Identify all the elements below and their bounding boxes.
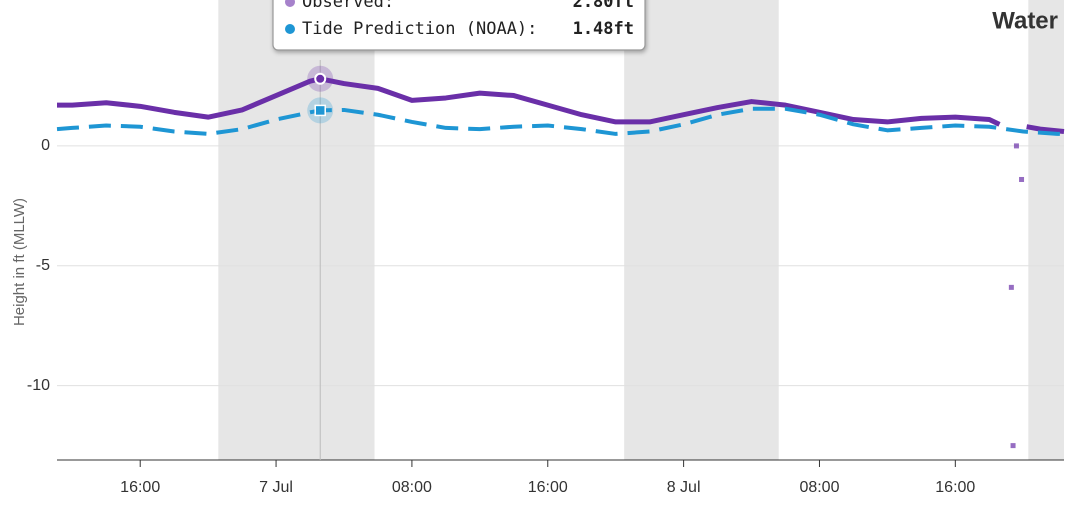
data-point <box>1008 284 1014 290</box>
night-band <box>624 0 779 460</box>
y-axis-label: Height in ft (MLLW) <box>11 198 28 326</box>
data-point <box>1010 443 1016 449</box>
tooltip-box <box>272 0 646 51</box>
y-tick-label: 0 <box>41 137 50 154</box>
legend-label: Observed: <box>302 0 394 12</box>
hover-marker <box>314 104 326 117</box>
night-band <box>218 0 375 460</box>
series-line <box>1026 124 1065 135</box>
data-point <box>1019 176 1025 182</box>
x-tick-label: 7 Jul <box>259 479 293 496</box>
y-tick-label: -10 <box>27 377 50 394</box>
x-tick-label: 16:00 <box>528 479 568 496</box>
x-tick-label: 16:00 <box>935 479 975 496</box>
legend-dot <box>285 0 295 7</box>
y-tick-label: -5 <box>36 257 50 274</box>
x-tick-label: 8 Jul <box>667 479 701 496</box>
data-point <box>1013 143 1019 149</box>
tooltip-value: 2.80ft <box>573 0 634 12</box>
x-tick-label: 08:00 <box>799 479 839 496</box>
chart-title: Water <box>992 7 1058 34</box>
x-tick-label: 08:00 <box>392 479 432 496</box>
x-tick-label: 16:00 <box>120 479 160 496</box>
legend-label: Tide Prediction (NOAA): <box>302 19 537 39</box>
night-band <box>1028 0 1064 460</box>
series-line <box>57 76 1001 127</box>
tooltip-value: 1.48ft <box>573 19 634 39</box>
hover-marker <box>314 72 327 85</box>
legend-dot <box>285 24 295 34</box>
series-line <box>56 106 1064 136</box>
